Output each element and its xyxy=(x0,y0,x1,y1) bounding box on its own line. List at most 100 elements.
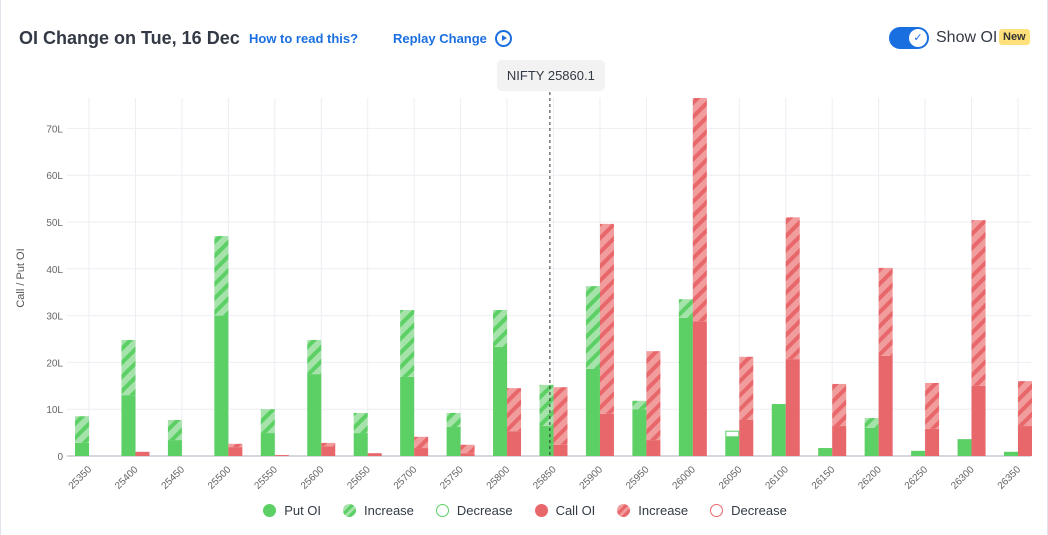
x-tick-label: 26050 xyxy=(717,464,745,492)
put-increase-bar xyxy=(585,286,600,369)
put-increase-bar xyxy=(446,412,461,427)
call-oi-bar xyxy=(553,444,568,456)
x-tick-label: 26100 xyxy=(763,464,791,492)
call-oi-bar xyxy=(646,440,661,456)
put-oi-bar xyxy=(446,426,461,456)
call-oi-bar xyxy=(507,431,522,456)
call-increase-bar xyxy=(414,436,429,449)
legend-item[interactable]: Call OI xyxy=(534,503,595,518)
call-increase-bar xyxy=(785,217,800,360)
put-increase-bar xyxy=(121,339,136,396)
put-oi-bar xyxy=(725,436,740,456)
call-oi-bar xyxy=(925,428,940,456)
put-oi-bar xyxy=(121,395,136,456)
put-oi-bar xyxy=(1004,451,1018,456)
call-oi-bar xyxy=(1018,426,1032,456)
put-increase-bar xyxy=(632,400,647,410)
call-increase-bar xyxy=(228,443,243,448)
put-increase-bar xyxy=(353,412,368,434)
x-tick-label: 26000 xyxy=(671,464,699,492)
x-tick-label: 25450 xyxy=(160,464,188,492)
put-oi-bar xyxy=(493,346,508,456)
put-increase-bar xyxy=(75,416,89,443)
put-oi-bar xyxy=(353,433,368,456)
legend-item[interactable]: Put OI xyxy=(263,503,321,518)
put-increase-bar xyxy=(260,409,275,434)
page-title: OI Change on Tue, 16 Dec xyxy=(19,28,240,48)
x-tick-label: 25500 xyxy=(206,464,234,492)
put-oi-bar xyxy=(307,374,322,456)
x-tick-label: 25600 xyxy=(299,464,327,492)
x-tick-label: 25650 xyxy=(345,464,373,492)
put-oi-bar xyxy=(400,376,415,456)
y-tick-label: 70L xyxy=(46,124,63,135)
legend-item[interactable]: Decrease xyxy=(710,503,787,518)
call-oi-bar xyxy=(692,321,707,456)
legend-label: Increase xyxy=(638,503,689,518)
x-tick-label: 25550 xyxy=(252,464,280,492)
call-oi-bar xyxy=(832,426,847,456)
call-increase-bar xyxy=(599,223,614,414)
put-oi-bar xyxy=(818,448,833,456)
check-icon: ✓ xyxy=(909,29,927,47)
put-increase-bar xyxy=(167,419,182,441)
call-oi-bar xyxy=(321,446,336,456)
put-oi-bar xyxy=(75,442,89,456)
put-oi-bar xyxy=(632,409,647,456)
put-oi-bar xyxy=(260,433,275,456)
x-tick-label: 25350 xyxy=(67,464,95,492)
call-oi-bar xyxy=(739,419,754,456)
put-oi-bar xyxy=(585,368,600,456)
legend-label: Decrease xyxy=(731,503,787,518)
play-icon xyxy=(494,30,512,48)
solid-swatch-icon xyxy=(534,504,548,517)
x-tick-label: 25800 xyxy=(485,464,513,492)
y-axis-label: Call / Put OI xyxy=(15,248,27,307)
x-tick-label: 25750 xyxy=(438,464,466,492)
x-tick-label: 26300 xyxy=(949,464,977,492)
call-oi-bar xyxy=(414,448,429,456)
show-oi-label: Show OI xyxy=(936,29,998,46)
legend-item[interactable]: Increase xyxy=(617,503,688,518)
put-increase-bar xyxy=(400,309,415,377)
call-increase-bar xyxy=(553,387,568,445)
legend-label: Put OI xyxy=(284,503,322,518)
put-oi-bar xyxy=(678,317,693,456)
legend-item[interactable]: Increase xyxy=(343,503,414,518)
put-increase-bar xyxy=(493,309,508,347)
oi-chart: 0 10L 20L 30L 40L 50L 60L 70L 25350 25400 25450 255… xyxy=(15,60,1032,492)
y-tick-label: 30L xyxy=(46,312,63,323)
put-oi-bar xyxy=(771,404,786,456)
call-increase-bar xyxy=(460,444,475,454)
call-oi-bar xyxy=(460,453,475,456)
hatched-swatch-icon xyxy=(617,504,631,517)
call-increase-bar xyxy=(321,442,336,447)
x-tick-label: 25700 xyxy=(392,464,420,492)
call-increase-bar xyxy=(925,382,940,429)
call-oi-bar xyxy=(228,447,243,456)
how-to-read-link[interactable]: How to read this? xyxy=(249,31,359,46)
replay-label: Replay Change xyxy=(393,31,487,46)
x-tick-label: 25900 xyxy=(578,464,606,492)
spot-label: NIFTY 25860.1 xyxy=(507,68,595,83)
legend: Put OI Increase Decrease Call OI Increase Dec… xyxy=(1,503,1047,518)
new-badge: New xyxy=(999,29,1030,45)
put-increase-bar xyxy=(539,384,554,427)
x-tick-label: 26250 xyxy=(903,464,931,492)
call-oi-bar xyxy=(135,451,150,456)
call-increase-bar xyxy=(646,351,661,441)
x-tick-label: 26150 xyxy=(810,464,838,492)
y-tick-label: 0 xyxy=(57,452,63,463)
y-tick-label: 20L xyxy=(46,358,63,369)
call-increase-bar xyxy=(1018,381,1032,427)
show-oi-toggle[interactable]: ✓ xyxy=(889,27,929,49)
put-oi-bar xyxy=(911,450,926,456)
x-tick-label: 26200 xyxy=(856,464,884,492)
put-oi-bar xyxy=(539,426,554,456)
replay-change-button[interactable]: Replay Change xyxy=(393,30,512,48)
call-increase-bar xyxy=(507,388,522,432)
call-increase-bar xyxy=(692,98,707,322)
legend-item[interactable]: Decrease xyxy=(435,503,513,518)
call-oi-bar xyxy=(274,455,289,456)
